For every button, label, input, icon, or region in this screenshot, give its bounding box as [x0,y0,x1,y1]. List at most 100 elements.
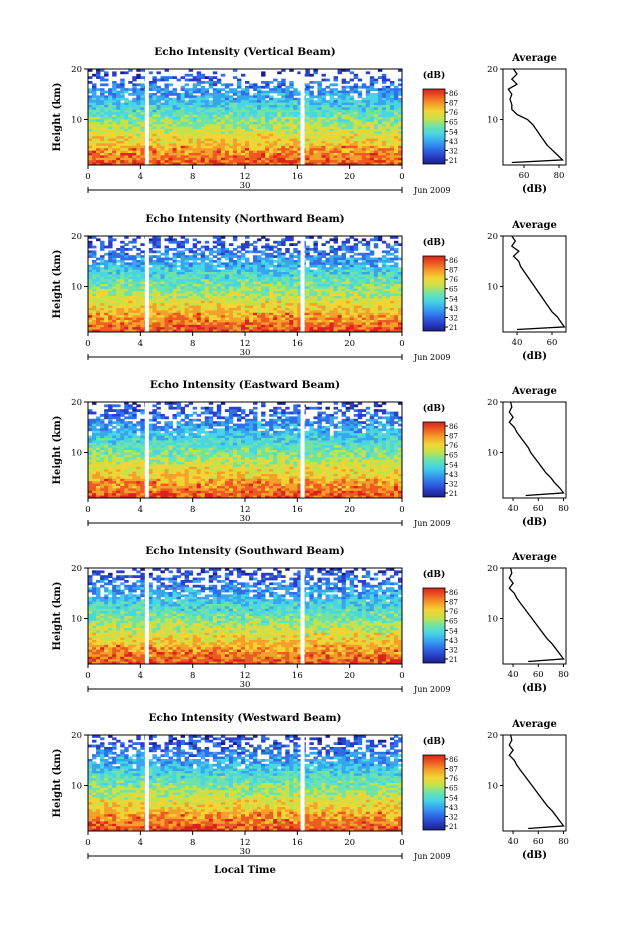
heatmap-cell [240,160,246,163]
heatmap-cell [289,69,294,72]
heatmap-cell [232,284,238,287]
heatmap-cell [228,276,234,280]
heatmap-cell [224,119,230,123]
heatmap-cell [124,291,129,294]
heatmap-cell [120,310,125,314]
heatmap-cell [124,88,129,91]
heatmap-cell [152,105,157,108]
heatmap-cell [136,298,141,302]
heatmap-cell [140,112,145,115]
heatmap-cell [365,124,371,127]
heatmap-cell [389,293,395,297]
heatmap-cell [204,312,210,316]
heatmap-cell [249,300,254,304]
heatmap-cell [168,296,173,299]
heatmap-cell [92,264,97,268]
heatmap-cell [345,69,351,72]
heatmap-cell [196,138,202,142]
heatmap-cell [309,117,314,120]
heatmap-cell [148,315,153,318]
heatmap-cell [253,155,258,159]
heatmap-cell [309,85,314,89]
heatmap-cell [285,136,290,139]
heatmap-cell [232,298,238,302]
heatmap-cell [204,267,210,270]
heatmap-cell [176,305,181,309]
heatmap-cell [188,102,194,106]
heatmap-cell [393,298,399,302]
heatmap-cell [220,250,226,254]
heatmap-cell [373,300,379,304]
heatmap-cell [357,107,363,111]
heatmap-cell [397,119,403,123]
heatmap-cell [333,93,338,96]
heatmap-cell [212,117,218,120]
heatmap-cell [180,85,186,89]
heatmap-cell [293,93,298,96]
heatmap-cell [100,310,105,314]
heatmap-cell [240,310,246,314]
heatmap-cell [349,117,355,120]
heatmap-cell [297,136,302,139]
heatmap-cell [253,131,258,135]
heatmap-cell [277,131,282,135]
heatmap-cell [281,317,286,321]
heatmap-cell [232,76,238,79]
heatmap-cell [329,308,334,311]
heatmap-cell [305,141,310,144]
heatmap-cell [132,109,137,113]
heatmap-cell [377,267,383,270]
heatmap-cell [228,308,234,311]
heatmap-cell [160,317,165,321]
heatmap-cell [176,298,181,302]
heatmap-cell [156,95,161,99]
heatmap-cell [377,148,383,151]
heatmap-cell [160,109,165,113]
heatmap-cell [148,162,153,166]
heatmap-cell [224,97,230,101]
heatmap-cell [317,300,322,304]
heatmap-cell [349,150,355,154]
heatmap-cell [389,143,395,147]
heatmap-cell [92,100,97,103]
heatmap-cell [381,85,387,89]
heatmap-cell [369,150,375,154]
heatmap-cell [188,284,194,287]
heatmap-cell [317,305,322,309]
heatmap-cell [236,284,242,287]
heatmap-cell [281,160,286,163]
heatmap-cell [293,260,298,263]
heatmap-cell [369,312,375,316]
heatmap-cell [156,236,161,239]
heatmap-cell [305,269,310,273]
heatmap-cell [200,252,206,256]
heatmap-cell [317,155,322,159]
heatmap-cell [136,119,141,123]
heatmap-cell [269,252,274,256]
heatmap-cell [140,276,145,280]
heatmap-cell [309,100,314,103]
heatmap-cell [96,157,101,161]
heatmap-cell [253,129,258,132]
heatmap-cell [128,305,133,309]
heatmap-cell [120,291,125,294]
heatmap-cell [361,85,367,89]
heatmap-cell [152,155,157,159]
heatmap-cell [317,257,322,261]
heatmap-cell [136,124,141,127]
heatmap-cell [176,78,181,82]
heatmap-cell [289,141,294,144]
heatmap-cell [305,279,310,282]
heatmap-cell [220,129,226,132]
heatmap-cell [176,119,181,123]
heatmap-cell [317,250,322,254]
heatmap-cell [136,112,141,115]
heatmap-cell [397,109,403,113]
heatmap-cell [293,157,298,161]
heatmap-cell [172,100,177,103]
heatmap-cell [172,281,177,285]
heatmap-cell [389,269,395,273]
heatmap-cell [333,303,338,306]
heatmap-cell [249,317,254,321]
heatmap-cell [124,114,129,118]
